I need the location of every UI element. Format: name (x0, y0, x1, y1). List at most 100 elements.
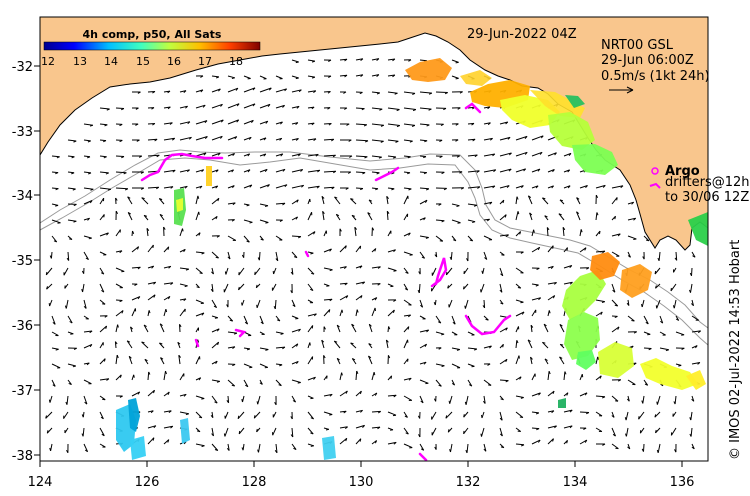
current-arrowhead (88, 172, 92, 175)
current-arrowhead (386, 339, 389, 343)
current-arrowhead (213, 305, 217, 309)
current-arrowhead (341, 309, 344, 313)
current-arrow (499, 358, 508, 365)
current-arrowhead (329, 248, 332, 252)
current-arrowhead (586, 267, 590, 270)
current-arrow (254, 267, 261, 276)
current-arrow (83, 395, 88, 405)
current-arrowhead (457, 222, 461, 224)
current-arrowhead (456, 155, 460, 158)
current-arrowhead (392, 58, 396, 62)
current-arrow (638, 411, 645, 420)
current-arrowhead (127, 211, 131, 215)
current-arrow (483, 137, 493, 141)
current-arrow (259, 203, 269, 207)
current-arrowhead (241, 447, 244, 451)
colorbar-tick: 14 (104, 55, 118, 68)
current-arrowhead (103, 140, 107, 143)
current-arrow (211, 88, 221, 93)
current-arrow (656, 299, 661, 309)
current-arrowhead (231, 384, 235, 387)
current-arrowhead (156, 154, 160, 158)
current-arrowhead (46, 286, 48, 290)
current-arrowhead (295, 61, 299, 64)
x-tick-label: 132 (456, 475, 481, 490)
current-arrow (547, 438, 554, 445)
current-arrow (323, 411, 333, 415)
current-arrowhead (500, 398, 504, 401)
current-arrow (51, 379, 56, 387)
current-arrowhead (119, 300, 123, 303)
current-arrowhead (654, 270, 657, 275)
current-arrowhead (172, 169, 176, 173)
current-arrow (451, 59, 459, 63)
current-arrow (611, 427, 616, 437)
model-info: NRT00 GSL 29-Jun 06:00Z 0.5m/s (1kt 24h) (601, 38, 710, 94)
current-arrowhead (359, 91, 363, 95)
current-arrowhead (359, 390, 362, 395)
current-arrow (641, 299, 645, 308)
current-arrow (627, 379, 636, 386)
current-arrowhead (585, 185, 588, 189)
current-arrow (179, 185, 188, 189)
current-arrow (403, 395, 413, 401)
current-arrowhead (596, 212, 599, 216)
current-arrow (99, 427, 105, 437)
current-arrowhead (333, 170, 337, 174)
current-arrowhead (313, 90, 317, 93)
current-arrow (163, 246, 170, 253)
current-arrow (238, 267, 245, 276)
current-arrowhead (310, 288, 314, 291)
current-arrowhead (232, 346, 236, 349)
current-arrowhead (433, 302, 436, 306)
current-arrow (483, 122, 491, 125)
current-arrow (178, 355, 181, 365)
current-arrow (131, 391, 140, 397)
current-arrowhead (374, 440, 378, 444)
current-arrowhead (198, 416, 203, 419)
current-arrowhead (645, 239, 650, 242)
current-arrow (447, 283, 453, 289)
current-arrow (643, 315, 649, 325)
y-tick-label: -36 (12, 319, 33, 334)
current-arrowhead (321, 195, 325, 199)
current-arrowhead (156, 186, 160, 190)
current-arrowhead (533, 229, 535, 233)
current-arrow (291, 59, 299, 63)
current-arrow (179, 228, 183, 237)
current-arrow (643, 443, 645, 452)
current-arrowhead (504, 214, 507, 218)
current-arrowhead (201, 398, 205, 400)
current-arrowhead (167, 90, 171, 94)
current-arrow (147, 389, 155, 397)
current-arrow (323, 154, 336, 157)
current-arrowhead (231, 77, 235, 79)
y-axis: -32 -33 -34 -35 -36 -37 -38 (12, 60, 33, 464)
current-arrowhead (167, 439, 170, 443)
current-arrow (323, 393, 333, 397)
current-arrowhead (215, 360, 218, 364)
current-arrowhead (502, 199, 505, 204)
current-arrowhead (137, 266, 141, 270)
current-arrowhead (119, 374, 122, 378)
current-arrowhead (393, 249, 396, 253)
current-arrow (147, 281, 156, 285)
current-arrowhead (248, 136, 252, 140)
current-arrowhead (159, 323, 163, 327)
current-arrow (227, 153, 235, 157)
current-arrowhead (633, 238, 637, 240)
current-arrow (147, 437, 155, 445)
current-arrow (243, 136, 252, 141)
current-arrow (529, 212, 533, 221)
current-arrowhead (160, 357, 164, 360)
current-arrowhead (356, 370, 359, 374)
current-arrowhead (48, 399, 51, 403)
current-arrowhead (537, 168, 541, 172)
current-arrowhead (560, 343, 564, 346)
current-arrowhead (455, 123, 459, 126)
current-arrow (419, 187, 429, 190)
current-arrowhead (595, 194, 599, 199)
current-arrow (403, 232, 411, 237)
current-arrowhead (393, 270, 397, 272)
current-arrow (355, 245, 361, 253)
